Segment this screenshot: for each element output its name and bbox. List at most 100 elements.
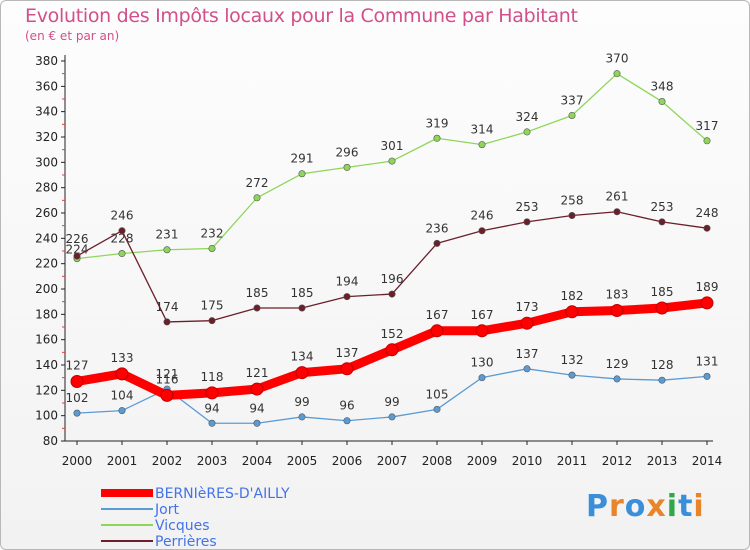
- x-tick-label: 2003: [197, 454, 228, 468]
- data-point: [430, 324, 444, 338]
- y-tick-label: 360: [35, 79, 58, 93]
- y-tick-label: 300: [35, 155, 58, 169]
- data-point: [568, 212, 576, 220]
- data-label: 314: [471, 123, 494, 137]
- data-point: [658, 218, 666, 226]
- data-point: [160, 388, 174, 402]
- data-point: [253, 304, 261, 312]
- data-label: 317: [696, 119, 719, 133]
- x-tick-label: 2011: [557, 454, 588, 468]
- y-tick-label: 260: [35, 206, 58, 220]
- data-point: [388, 157, 396, 165]
- data-point: [118, 250, 126, 258]
- data-point: [253, 194, 261, 202]
- logo-letter: r: [609, 489, 625, 524]
- data-point: [343, 163, 351, 171]
- data-point: [478, 141, 486, 149]
- data-label: 246: [471, 209, 494, 223]
- data-point: [703, 372, 711, 380]
- logo-letter: i: [693, 489, 705, 524]
- data-point: [385, 343, 399, 357]
- data-label: 253: [516, 200, 539, 214]
- data-point: [613, 375, 621, 383]
- data-label: 116: [156, 372, 179, 386]
- data-label: 337: [561, 93, 584, 107]
- y-tick-label: 380: [35, 54, 58, 68]
- data-label: 131: [696, 354, 719, 368]
- data-point: [298, 413, 306, 421]
- data-point: [205, 386, 219, 400]
- data-label: 167: [471, 308, 494, 322]
- data-label: 232: [201, 226, 224, 240]
- data-point: [520, 316, 534, 330]
- data-label: 102: [66, 391, 89, 405]
- data-point: [208, 244, 216, 252]
- data-point: [523, 218, 531, 226]
- data-label: 253: [651, 200, 674, 214]
- logo-letter: o: [624, 489, 647, 524]
- data-point: [433, 405, 441, 413]
- data-label: 246: [111, 209, 134, 223]
- y-tick-label: 80: [43, 434, 58, 448]
- data-point: [298, 304, 306, 312]
- y-tick-label: 160: [35, 333, 58, 347]
- legend-entry: BERNIèRES-D'AILLY: [155, 486, 290, 502]
- data-label: 182: [561, 289, 584, 303]
- data-label: 137: [516, 347, 539, 361]
- data-label: 105: [426, 387, 449, 401]
- data-label: 248: [696, 206, 719, 220]
- y-tick-label: 280: [35, 181, 58, 195]
- data-label: 175: [201, 299, 224, 313]
- data-label: 226: [66, 232, 89, 246]
- data-point: [523, 128, 531, 136]
- y-tick-label: 340: [35, 105, 58, 119]
- data-label: 121: [246, 366, 269, 380]
- legend-entry: Jort: [154, 502, 179, 518]
- x-tick-label: 2014: [692, 454, 723, 468]
- data-point: [298, 170, 306, 178]
- data-point: [655, 301, 669, 315]
- data-point: [613, 208, 621, 216]
- data-point: [478, 374, 486, 382]
- data-label: 348: [651, 80, 674, 94]
- data-point: [118, 227, 126, 235]
- data-point: [703, 224, 711, 232]
- data-point: [475, 324, 489, 338]
- data-point: [208, 317, 216, 325]
- data-label: 319: [426, 116, 449, 130]
- data-point: [163, 246, 171, 254]
- chart-subtitle: (en € et par an): [25, 29, 120, 43]
- data-label: 272: [246, 176, 269, 190]
- data-label: 174: [156, 300, 179, 314]
- x-tick-label: 2005: [287, 454, 318, 468]
- x-tick-label: 2001: [107, 454, 138, 468]
- data-label: 118: [201, 370, 224, 384]
- y-tick-label: 320: [35, 130, 58, 144]
- data-label: 324: [516, 110, 539, 124]
- x-tick-label: 2010: [512, 454, 543, 468]
- x-tick-label: 2009: [467, 454, 498, 468]
- data-label: 128: [651, 358, 674, 372]
- legend-entry: Vicques: [155, 518, 210, 534]
- data-label: 189: [696, 280, 719, 294]
- x-tick-label: 2012: [602, 454, 633, 468]
- chart-title: Evolution des Impôts locaux pour la Comm…: [25, 5, 578, 27]
- x-tick-label: 2006: [332, 454, 363, 468]
- data-label: 133: [111, 351, 134, 365]
- data-point: [613, 70, 621, 78]
- data-point: [478, 227, 486, 235]
- y-tick-label: 200: [35, 282, 58, 296]
- x-tick-label: 2004: [242, 454, 273, 468]
- data-label: 121: [156, 367, 179, 381]
- data-point: [70, 374, 84, 388]
- data-point: [658, 98, 666, 106]
- data-point: [610, 304, 624, 318]
- y-tick-label: 220: [35, 257, 58, 271]
- data-point: [658, 376, 666, 384]
- data-label: 132: [561, 353, 584, 367]
- data-label: 167: [426, 308, 449, 322]
- data-label: 231: [156, 228, 179, 242]
- data-point: [163, 318, 171, 326]
- logo-letter: i: [666, 489, 679, 524]
